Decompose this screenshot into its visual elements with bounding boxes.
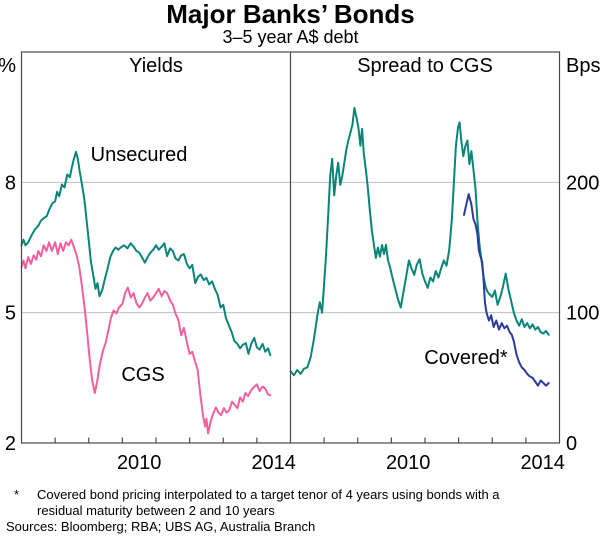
x-axis-label-spreads-2010: 2010 (386, 452, 431, 474)
x-axis-label-spreads-2014: 2014 (520, 452, 565, 474)
y-tick-label-left-8: 8 (5, 172, 16, 194)
y-axis-unit-left: % (0, 55, 16, 77)
sources-text: Sources: Bloomberg; RBA; UBS AG, Austral… (6, 519, 316, 534)
y-tick-label-right-0: 0 (566, 433, 577, 455)
panel-title-spreads: Spread to CGS (357, 55, 493, 77)
y-tick-label-right-200: 200 (566, 172, 599, 194)
y-tick-label-right-100: 100 (566, 303, 599, 325)
series-label-covered: Covered* (424, 347, 508, 369)
x-axis-label-yields-2014: 2014 (251, 452, 296, 474)
x-axis-label-yields-2010: 2010 (117, 452, 162, 474)
plot-area: Unsecured CGS 2010 2014 2 5 8% Yields Covered* 20… (0, 51, 600, 474)
series-line-unsecured-spread (289, 107, 550, 377)
footnote-text: Covered bond pricing interpolated to a t… (37, 487, 500, 518)
footnote-block: * Covered bond pricing interpolated to a… (0, 487, 600, 535)
y-axis-unit-right: Bps (566, 55, 600, 77)
series-line-unsecured (20, 150, 272, 357)
series-label-cgs: CGS (121, 364, 164, 386)
chart-title: Major Banks’ Bonds (166, 0, 415, 29)
footnote-row: * Covered bond pricing interpolated to a… (0, 487, 600, 519)
series-line-covered (463, 193, 550, 387)
series-label-unsecured: Unsecured (91, 144, 188, 166)
y-tick-label-left-5: 5 (5, 303, 16, 325)
chart-subtitle: 3–5 year A$ debt (222, 27, 359, 47)
y-tick-label-left-2: 2 (5, 433, 16, 455)
footnote-marker: * (14, 487, 20, 502)
series-line-cgs (20, 238, 272, 435)
panel-title-yields: Yields (129, 55, 183, 77)
